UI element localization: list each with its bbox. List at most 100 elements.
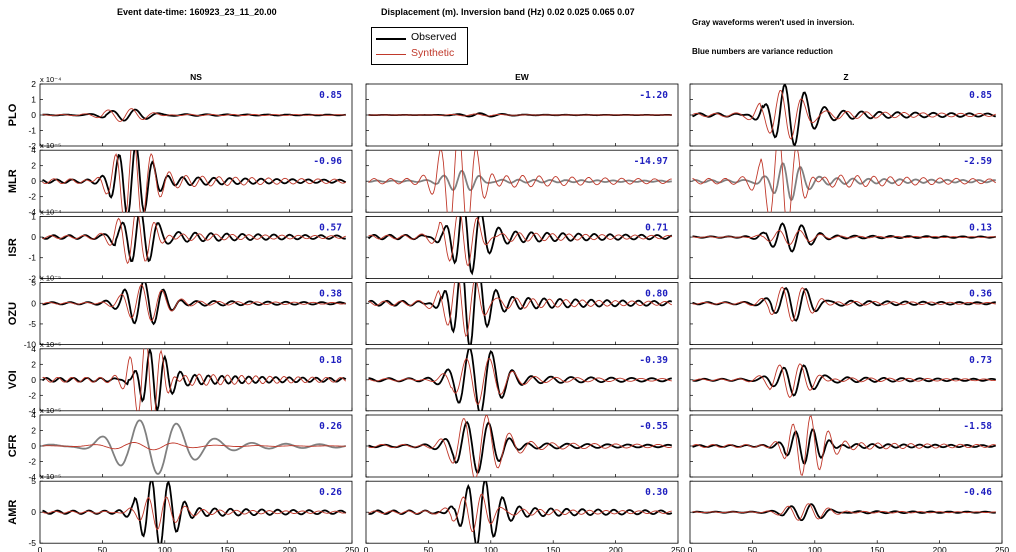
variance-reduction-voi-ns: 0.18 bbox=[319, 355, 342, 366]
exponent-label-plo: x 10⁻⁴ bbox=[40, 75, 61, 84]
station-label-plo: PLO bbox=[7, 103, 19, 126]
observed-trace-voi-ew bbox=[368, 348, 672, 411]
y-tick-label: -5 bbox=[28, 538, 36, 548]
y-tick-label: 0 bbox=[31, 298, 36, 308]
variance-reduction-mlr-ns: -0.96 bbox=[313, 156, 342, 167]
x-tick-label: 100 bbox=[158, 545, 172, 552]
panel-ozu-ns bbox=[39, 282, 353, 346]
variance-reduction-mlr-z: -2.59 bbox=[963, 156, 992, 167]
synthetic-trace-plo-ns bbox=[42, 108, 346, 122]
y-tick-label: -4 bbox=[28, 472, 36, 482]
x-tick-label: 0 bbox=[364, 545, 369, 552]
variance-reduction-isr-z: 0.13 bbox=[969, 222, 992, 233]
y-tick-label: 0 bbox=[31, 375, 36, 385]
y-tick-label: 2 bbox=[31, 161, 36, 171]
variance-reduction-voi-z: 0.73 bbox=[969, 355, 992, 366]
legend: Observed Synthetic bbox=[371, 27, 468, 65]
station-label-isr: ISR bbox=[7, 238, 19, 256]
variance-reduction-plo-ns: 0.85 bbox=[319, 90, 342, 101]
gray-waveform-note: Gray waveforms weren't used in inversion… bbox=[692, 18, 855, 27]
y-tick-label: 2 bbox=[31, 359, 36, 369]
variance-reduction-ozu-ns: 0.38 bbox=[319, 289, 342, 300]
synthetic-trace-amr-z bbox=[692, 503, 996, 521]
y-tick-label: 2 bbox=[31, 426, 36, 436]
variance-reduction-ozu-ew: 0.80 bbox=[645, 289, 668, 300]
variance-reduction-amr-ew: 0.30 bbox=[645, 487, 668, 498]
y-tick-label: 1 bbox=[31, 95, 36, 105]
y-tick-label: 5 bbox=[31, 278, 36, 288]
synthetic-trace-ozu-ns bbox=[42, 284, 346, 322]
synthetic-trace-amr-ew bbox=[368, 493, 672, 533]
variance-reduction-voi-ew: -0.39 bbox=[639, 355, 668, 366]
observed-trace-voi-z bbox=[692, 364, 997, 397]
observed-trace-cfr-z bbox=[692, 428, 997, 465]
x-tick-label: 200 bbox=[609, 545, 623, 552]
y-tick-label: 4 bbox=[31, 344, 36, 354]
synthetic-trace-ozu-z bbox=[692, 286, 996, 323]
y-tick-label: -2 bbox=[28, 390, 36, 400]
y-tick-label: 0 bbox=[31, 176, 36, 186]
x-tick-label: 150 bbox=[870, 545, 884, 552]
x-tick-label: 50 bbox=[748, 545, 758, 552]
panel-voi-ew bbox=[365, 348, 679, 412]
variance-reduction-mlr-ew: -14.97 bbox=[634, 156, 668, 167]
y-tick-label: -2 bbox=[28, 457, 36, 467]
legend-synthetic-line bbox=[376, 54, 406, 55]
panel-isr-ew bbox=[365, 215, 679, 279]
synthetic-trace-cfr-ew bbox=[368, 415, 672, 477]
synthetic-trace-plo-z bbox=[692, 90, 996, 140]
y-tick-label: 0 bbox=[31, 232, 36, 242]
variance-reduction-amr-ns: 0.26 bbox=[319, 487, 342, 498]
y-tick-label: -10 bbox=[24, 340, 37, 350]
station-label-voi: VOI bbox=[7, 370, 19, 389]
y-tick-label: 0 bbox=[31, 507, 36, 517]
panel-mlr-z bbox=[689, 149, 1003, 213]
y-tick-label: -4 bbox=[28, 207, 36, 217]
observed-trace-voi-ns bbox=[41, 348, 347, 411]
y-tick-label: 0 bbox=[31, 441, 36, 451]
x-tick-label: 100 bbox=[808, 545, 822, 552]
y-tick-label: -1 bbox=[28, 253, 36, 263]
observed-trace-amr-ew bbox=[368, 481, 673, 544]
y-tick-label: 1 bbox=[31, 211, 36, 221]
x-tick-label: 150 bbox=[546, 545, 560, 552]
x-tick-label: 250 bbox=[345, 545, 359, 552]
synthetic-trace-cfr-z bbox=[692, 415, 996, 476]
exponent-label-isr: x 10⁻⁴ bbox=[40, 207, 61, 216]
exponent-label-cfr: x 10⁻⁵ bbox=[40, 406, 61, 415]
y-tick-label: 5 bbox=[31, 476, 36, 486]
x-tick-label: 150 bbox=[220, 545, 234, 552]
synthetic-trace-plo-ew bbox=[368, 113, 672, 117]
variance-reduction-cfr-z: -1.58 bbox=[963, 421, 992, 432]
synthetic-trace-voi-z bbox=[692, 363, 996, 399]
y-tick-label: -1 bbox=[28, 126, 36, 136]
variance-reduction-cfr-ns: 0.26 bbox=[319, 421, 342, 432]
observed-trace-isr-z bbox=[692, 222, 997, 253]
column-header-ew: EW bbox=[515, 72, 530, 82]
x-tick-label: 200 bbox=[933, 545, 947, 552]
x-tick-label: 0 bbox=[688, 545, 693, 552]
station-label-ozu: OZU bbox=[7, 302, 19, 325]
variance-reduction-plo-z: 0.85 bbox=[969, 90, 992, 101]
synthetic-trace-mlr-z bbox=[692, 150, 997, 213]
variance-reduction-isr-ew: 0.71 bbox=[645, 222, 668, 233]
y-tick-label: -2 bbox=[28, 192, 36, 202]
panel-ozu-ew bbox=[365, 282, 679, 346]
column-header-ns: NS bbox=[190, 72, 202, 82]
x-tick-label: 100 bbox=[484, 545, 498, 552]
x-tick-label: 200 bbox=[283, 545, 297, 552]
station-label-amr: AMR bbox=[7, 500, 19, 525]
observed-trace-mlr-z bbox=[692, 162, 996, 202]
legend-observed-label: Observed bbox=[411, 31, 457, 43]
observed-trace-mlr-ew bbox=[368, 169, 672, 192]
variance-reduction-ozu-z: 0.36 bbox=[969, 289, 992, 300]
variance-reduction-note: Blue numbers are variance reduction bbox=[692, 47, 833, 56]
observed-trace-isr-ew bbox=[367, 216, 673, 276]
synthetic-trace-cfr-ns bbox=[42, 442, 346, 451]
station-label-cfr: CFR bbox=[7, 435, 19, 458]
synthetic-trace-isr-z bbox=[692, 229, 996, 246]
y-tick-label: 4 bbox=[31, 410, 36, 420]
y-tick-label: 2 bbox=[31, 79, 36, 89]
variance-reduction-cfr-ew: -0.55 bbox=[639, 421, 668, 432]
panel-isr-ns bbox=[39, 215, 353, 279]
